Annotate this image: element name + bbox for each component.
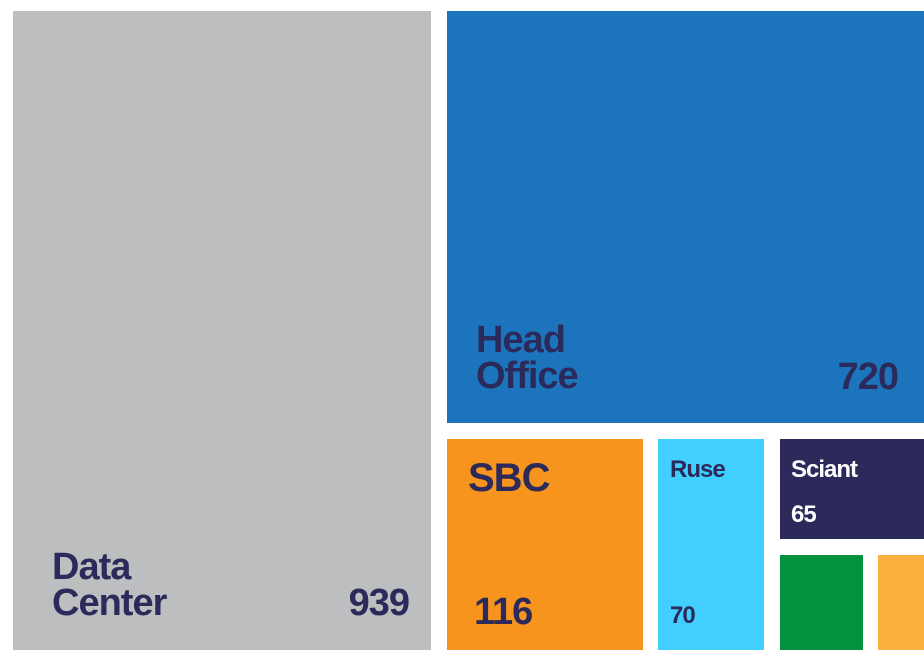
tile-value: 70 (670, 602, 696, 629)
tile-label: Head Office (476, 319, 579, 398)
tile (780, 555, 863, 650)
tile-label: Ruse (670, 456, 726, 483)
tile: Data Center 939 (13, 11, 431, 650)
tile-value: 939 (348, 582, 410, 624)
tile-value: 720 (837, 356, 899, 398)
tile (878, 555, 924, 650)
tile: SBC 116 (447, 439, 643, 650)
tile-value: 116 (474, 591, 533, 633)
tile: Ruse 70 (658, 439, 764, 650)
tile-value: 65 (791, 501, 817, 528)
tile-label: Sciant (791, 456, 858, 483)
tile: Head Office 720 (447, 11, 924, 423)
tile-label: SBC (468, 456, 550, 500)
tile-label: Data Center (52, 546, 167, 625)
tile: Sciant 65 (780, 439, 924, 539)
